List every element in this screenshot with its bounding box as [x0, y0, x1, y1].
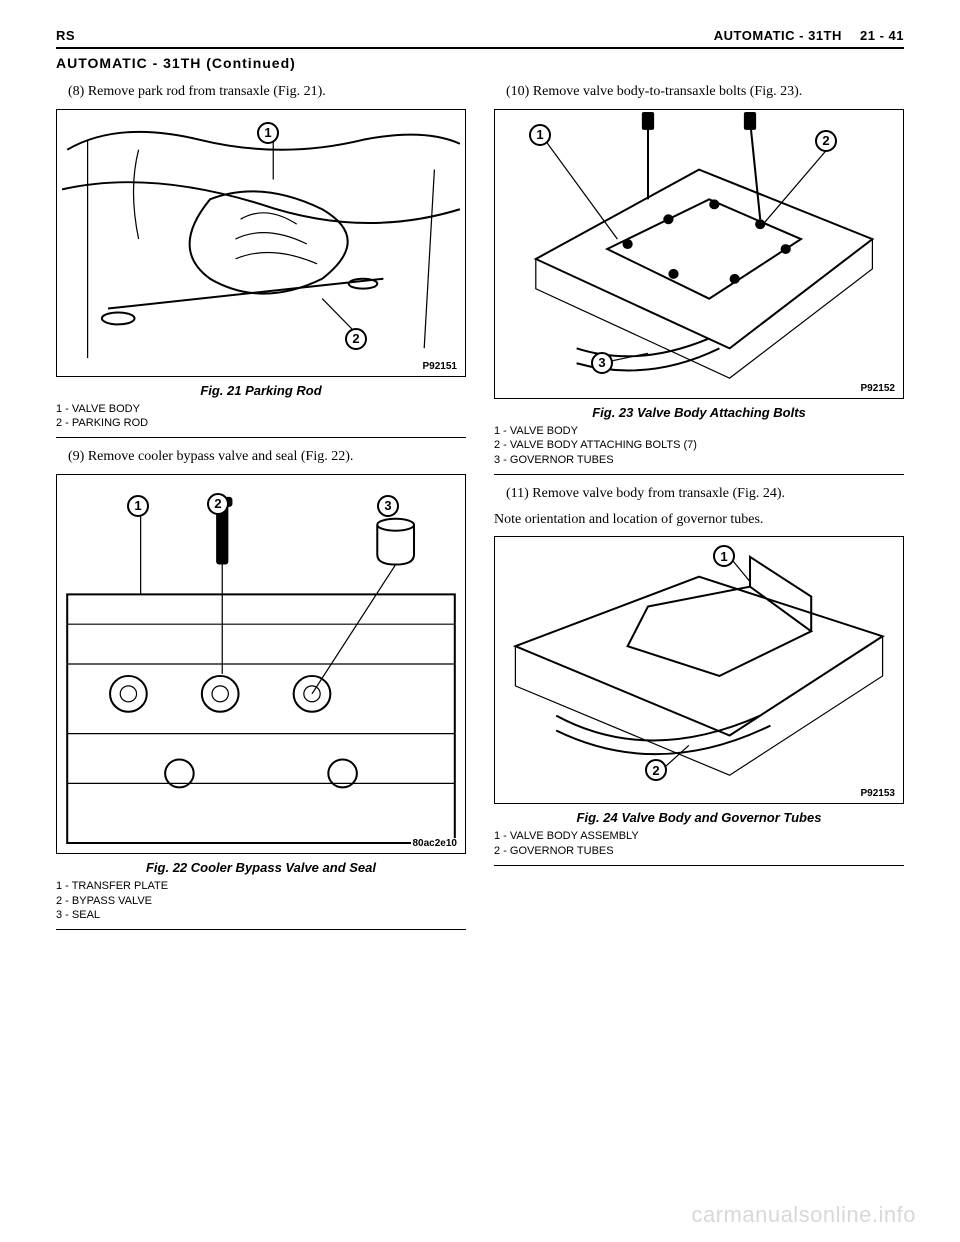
step-11-note: Note orientation and location of governo…	[494, 511, 904, 529]
figure-24-partnum: P92153	[859, 788, 897, 799]
header-rule	[56, 47, 904, 49]
watermark: carmanualsonline.info	[691, 1202, 916, 1228]
legend-item: 2 - BYPASS VALVE	[56, 894, 466, 909]
step-10: (10) Remove valve body-to-transaxle bolt…	[494, 83, 904, 101]
callout-1: 1	[713, 545, 735, 567]
legend-item: 1 - VALVE BODY	[56, 402, 466, 417]
figure-23: 1 2 3 P92152	[494, 109, 904, 399]
right-column: (10) Remove valve body-to-transaxle bolt…	[494, 79, 904, 940]
callout-1: 1	[257, 122, 279, 144]
legend-item: 1 - TRANSFER PLATE	[56, 879, 466, 894]
figure-24-caption: Fig. 24 Valve Body and Governor Tubes	[494, 810, 904, 825]
figure-22: 1 2 3 80ac2e10	[56, 474, 466, 854]
separator-rule	[494, 865, 904, 866]
figure-21-caption: Fig. 21 Parking Rod	[56, 383, 466, 398]
callout-2: 2	[207, 493, 229, 515]
header-right: AUTOMATIC - 31TH 21 - 41	[714, 28, 904, 43]
figure-22-sketch	[57, 475, 465, 853]
figure-22-caption: Fig. 22 Cooler Bypass Valve and Seal	[56, 860, 466, 875]
page-number: 21 - 41	[860, 28, 904, 43]
figure-22-partnum: 80ac2e10	[411, 838, 460, 849]
separator-rule	[56, 929, 466, 930]
section-continued: AUTOMATIC - 31TH (Continued)	[56, 55, 904, 71]
left-column: (8) Remove park rod from transaxle (Fig.…	[56, 79, 466, 940]
figure-21-partnum: P92151	[421, 361, 459, 372]
header-right-title: AUTOMATIC - 31TH	[714, 28, 842, 43]
legend-item: 3 - GOVERNOR TUBES	[494, 453, 904, 468]
legend-item: 1 - VALVE BODY	[494, 424, 904, 439]
callout-1: 1	[529, 124, 551, 146]
legend-item: 3 - SEAL	[56, 908, 466, 923]
callout-2: 2	[815, 130, 837, 152]
legend-item: 2 - VALVE BODY ATTACHING BOLTS (7)	[494, 438, 904, 453]
separator-rule	[494, 474, 904, 475]
callout-2: 2	[345, 328, 367, 350]
figure-21-legend: 1 - VALVE BODY 2 - PARKING ROD	[56, 402, 466, 432]
header-left: RS	[56, 28, 75, 43]
callout-1: 1	[127, 495, 149, 517]
figure-24: 1 2 P92153	[494, 536, 904, 804]
figure-24-legend: 1 - VALVE BODY ASSEMBLY 2 - GOVERNOR TUB…	[494, 829, 904, 859]
figure-21: 1 2 P92151	[56, 109, 466, 377]
figure-22-legend: 1 - TRANSFER PLATE 2 - BYPASS VALVE 3 - …	[56, 879, 466, 924]
figure-21-sketch	[57, 110, 465, 376]
step-11: (11) Remove valve body from transaxle (F…	[494, 485, 904, 503]
legend-item: 2 - PARKING ROD	[56, 416, 466, 431]
callout-3: 3	[591, 352, 613, 374]
legend-item: 1 - VALVE BODY ASSEMBLY	[494, 829, 904, 844]
callout-3: 3	[377, 495, 399, 517]
separator-rule	[56, 437, 466, 438]
legend-item: 2 - GOVERNOR TUBES	[494, 844, 904, 859]
page-header: RS AUTOMATIC - 31TH 21 - 41	[56, 28, 904, 43]
figure-23-partnum: P92152	[859, 383, 897, 394]
callout-2: 2	[645, 759, 667, 781]
step-9: (9) Remove cooler bypass valve and seal …	[56, 448, 466, 466]
figure-23-legend: 1 - VALVE BODY 2 - VALVE BODY ATTACHING …	[494, 424, 904, 469]
step-8: (8) Remove park rod from transaxle (Fig.…	[56, 83, 466, 101]
figure-24-sketch	[495, 537, 903, 803]
figure-23-sketch	[495, 110, 903, 398]
figure-23-caption: Fig. 23 Valve Body Attaching Bolts	[494, 405, 904, 420]
